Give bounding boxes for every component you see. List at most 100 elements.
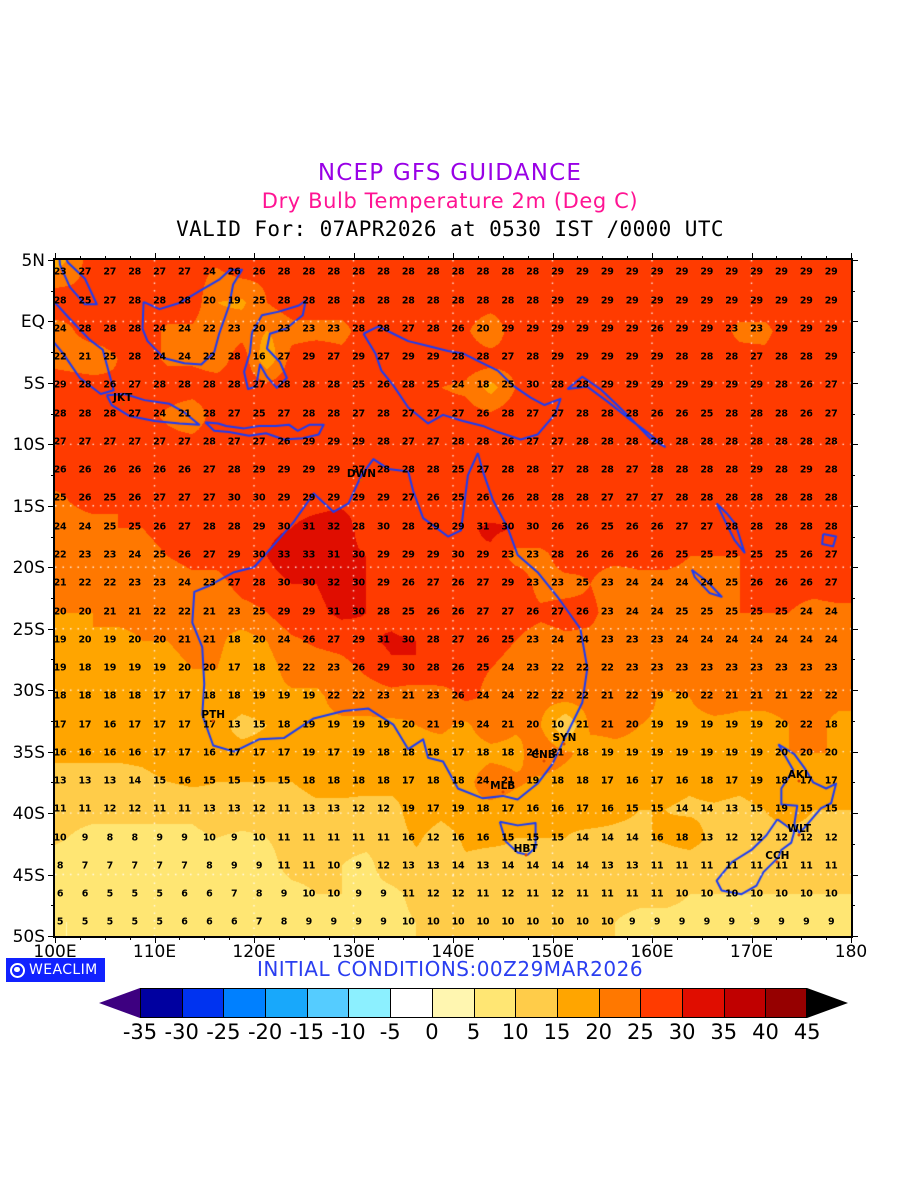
- grid-value: 10: [824, 888, 838, 900]
- grid-value: 23: [799, 662, 813, 674]
- grid-value: 18: [277, 719, 291, 731]
- grid-value: 25: [600, 521, 614, 533]
- grid-value: 24: [476, 775, 490, 787]
- grid-value: 12: [252, 803, 266, 815]
- colorbar-label: -25: [206, 1020, 241, 1044]
- grid-value: 22: [302, 662, 316, 674]
- grid-value: 29: [725, 295, 738, 307]
- grid-value: 27: [476, 464, 490, 476]
- grid-value: 18: [302, 775, 316, 787]
- city-marker: [542, 759, 546, 763]
- grid-value: 28: [277, 379, 291, 391]
- grid-value: 24: [451, 379, 465, 391]
- grid-value: 26: [53, 464, 67, 476]
- y-axis-tick-label: 30S: [12, 681, 45, 702]
- grid-value: 29: [227, 549, 241, 561]
- tick-mark: [51, 659, 55, 661]
- grid-value: 21: [178, 408, 191, 420]
- grid-value: 26: [799, 379, 813, 391]
- colorbar-swatch: [390, 988, 432, 1018]
- colorbar-swatch: [348, 988, 391, 1018]
- grid-value: 16: [178, 775, 191, 787]
- grid-value: 25: [775, 549, 788, 561]
- tick-mark: [552, 253, 554, 260]
- colorbar[interactable]: -35 -30 -25 -20 -15 -10 -5 0 5 10 15 20 25 30 35 40 45: [0, 988, 900, 1058]
- tick-mark: [353, 253, 355, 260]
- grid-value: 21: [103, 606, 117, 618]
- tick-mark: [129, 936, 131, 940]
- colorbar-swatch: [598, 988, 641, 1018]
- grid-value: 27: [824, 379, 838, 391]
- grid-value: 21: [128, 606, 141, 618]
- grid-value: 18: [775, 775, 788, 787]
- grid-value: 30: [526, 521, 539, 533]
- grid-value: 24: [501, 690, 515, 702]
- grid-value: 12: [377, 860, 390, 872]
- tick-mark: [577, 256, 579, 260]
- grid-value: 26: [675, 408, 689, 420]
- grid-value: 29: [352, 634, 365, 646]
- grid-value: 24: [476, 719, 490, 731]
- tick-mark: [154, 253, 156, 260]
- tick-mark: [51, 413, 55, 415]
- grid-value: 26: [775, 577, 788, 589]
- grid-value: 29: [824, 266, 838, 278]
- grid-value: 6: [206, 888, 213, 900]
- grid-value: 9: [703, 916, 711, 928]
- grid-value: 7: [156, 860, 163, 872]
- tick-mark: [701, 936, 703, 940]
- y-axis-tick-label: 20S: [12, 558, 45, 579]
- grid-value: 10: [526, 916, 539, 928]
- grid-value: 21: [551, 747, 564, 759]
- grid-value: 25: [252, 408, 266, 420]
- grid-value: 17: [401, 775, 415, 787]
- grid-value: 17: [178, 747, 191, 759]
- city-label-cnb: CNB: [531, 749, 556, 762]
- grid-value: 23: [302, 323, 316, 335]
- city-marker: [797, 833, 801, 837]
- weaclim-logo[interactable]: WEACLIM: [6, 958, 105, 982]
- grid-value: 28: [526, 351, 539, 363]
- grid-value: 5: [81, 916, 89, 928]
- grid-value: 29: [600, 295, 614, 307]
- grid-value: 19: [675, 719, 689, 731]
- grid-value: 8: [255, 888, 263, 900]
- grid-value: 25: [451, 464, 465, 476]
- grid-value: 6: [206, 916, 213, 928]
- grid-value: 29: [377, 662, 390, 674]
- grid-value: 29: [775, 295, 788, 307]
- grid-value: 11: [775, 860, 788, 872]
- grid-value: 28: [799, 492, 813, 504]
- grid-value: 28: [824, 521, 838, 533]
- grid-value: 28: [775, 351, 788, 363]
- grid-value: 24: [202, 266, 216, 278]
- grid-value: 28: [501, 408, 515, 420]
- grid-value: 19: [327, 719, 340, 731]
- grid-value: 15: [227, 775, 241, 787]
- grid-value: 12: [799, 832, 813, 844]
- city-marker: [211, 719, 215, 723]
- grid-value: 26: [799, 549, 813, 561]
- colorbar-under-arrow: [99, 988, 140, 1018]
- grid-value: 28: [775, 408, 788, 420]
- grid-value: 29: [501, 577, 515, 589]
- grid-value: 24: [650, 606, 664, 618]
- grid-value: 29: [750, 379, 763, 391]
- tick-mark: [851, 536, 855, 538]
- colorbar-label: 10: [501, 1020, 529, 1044]
- grid-value: 17: [178, 690, 191, 702]
- grid-value: 10: [600, 916, 614, 928]
- grid-value: 11: [824, 860, 838, 872]
- grid-value: 28: [775, 464, 788, 476]
- map-plot-area[interactable]: 23 27 27 28 27 27 24 26 26 28 28 28 28 28 28 28 28 28 28 28…: [53, 258, 853, 938]
- grid-value: 16: [103, 719, 117, 731]
- grid-value: 12: [451, 888, 465, 900]
- grid-value: 28: [78, 408, 92, 420]
- grid-value: 28: [451, 266, 465, 278]
- city-marker: [562, 742, 566, 746]
- grid-value: 29: [824, 351, 838, 363]
- grid-value: 27: [600, 492, 614, 504]
- grid-value: 22: [700, 690, 714, 702]
- grid-value: 28: [501, 295, 515, 307]
- grid-value: 27: [551, 436, 564, 448]
